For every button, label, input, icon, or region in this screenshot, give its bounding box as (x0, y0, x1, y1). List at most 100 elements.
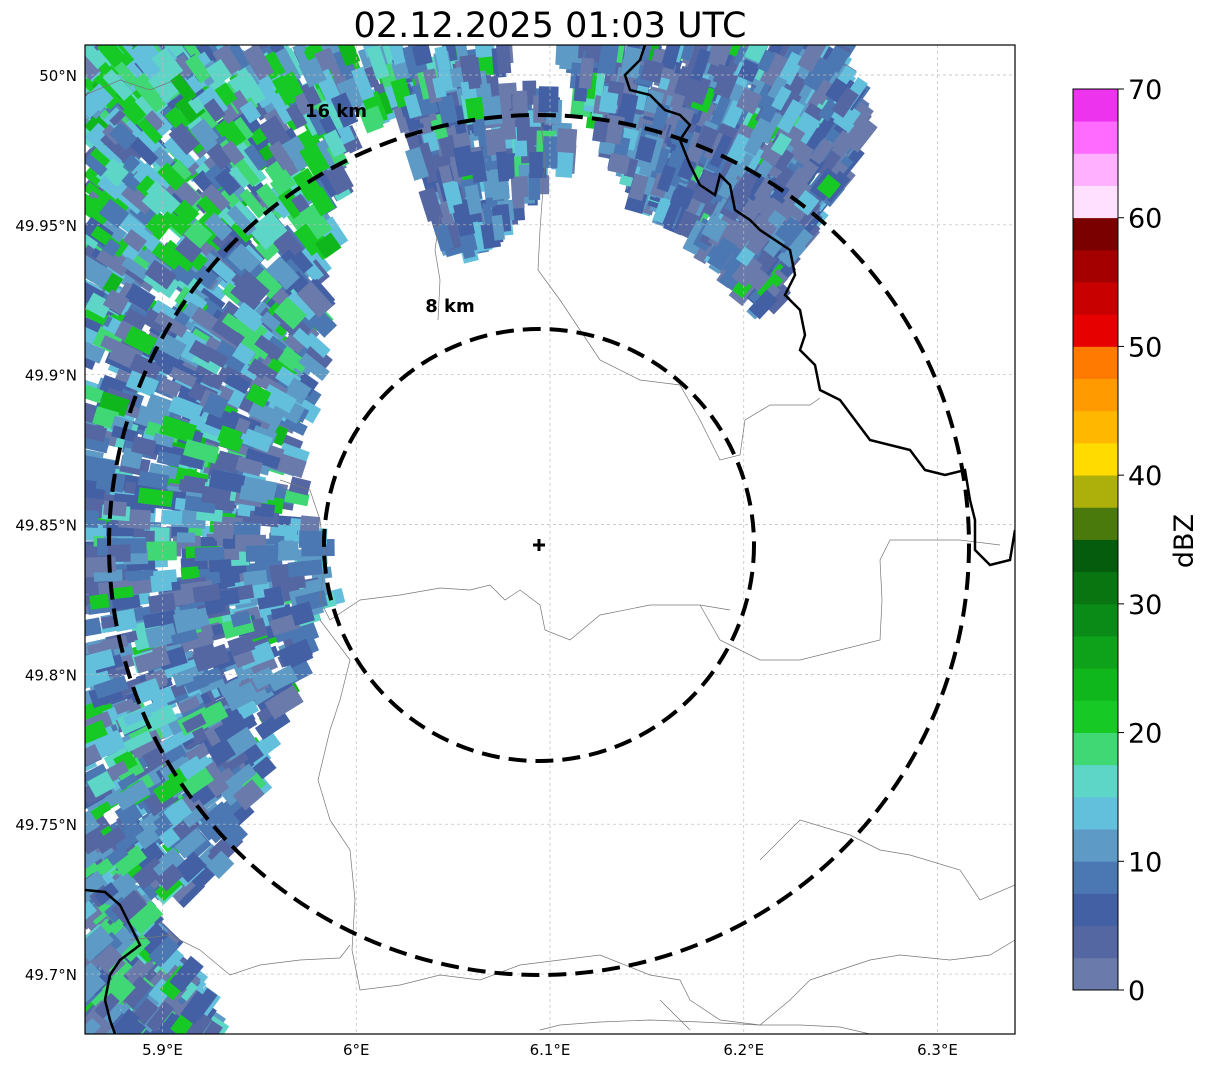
colorbar-swatch (1073, 861, 1118, 894)
echo-bin (743, 121, 771, 157)
echo-bin (147, 68, 181, 103)
echo-bin (176, 532, 196, 543)
echo-bin (313, 138, 341, 172)
echo-bin (813, 148, 841, 178)
radar-site-marker (533, 539, 545, 551)
echo-bin (212, 340, 250, 374)
echo-bin (144, 259, 177, 290)
echo-bin (357, 47, 375, 69)
echo-bin (239, 100, 262, 124)
echo-bin (468, 150, 488, 184)
echo-bin (131, 435, 157, 457)
echo-bin (481, 96, 503, 126)
echo-bin (233, 269, 270, 305)
echo-bin (248, 400, 285, 429)
echo-bin (85, 95, 99, 119)
echo-bin (733, 45, 751, 68)
echo-bin (242, 45, 275, 81)
echo-bin (135, 115, 163, 144)
lon-tick-label: 6.1°E (530, 1041, 571, 1059)
echo-bin (597, 45, 620, 76)
echo-bin (183, 219, 213, 249)
echo-bin (266, 256, 300, 291)
echo-bin (769, 146, 795, 173)
lat-tick-label: 50°N (39, 67, 77, 85)
colorbar-tick-label: 40 (1128, 461, 1162, 492)
echo-bin (495, 151, 510, 182)
echo-bin (153, 331, 187, 360)
echo-bin (152, 432, 175, 448)
echo-bin (85, 743, 102, 770)
echo-bin (100, 158, 129, 187)
colorbar-swatch (1073, 957, 1118, 991)
echo-bin (129, 353, 157, 378)
echo-bin (731, 254, 763, 288)
echo-bin (177, 695, 201, 715)
colorbar-swatch (1073, 925, 1118, 959)
echo-bin (287, 559, 323, 578)
echo-bin (214, 168, 241, 197)
echo-bin (89, 931, 123, 965)
echo-bin (192, 364, 219, 388)
echo-bin (235, 456, 263, 477)
echo-bin (767, 75, 788, 101)
echo-bin (85, 809, 100, 837)
echo-bin (90, 225, 113, 246)
echo-bin (775, 166, 795, 188)
echo-bin (135, 825, 160, 850)
echo-bin (405, 146, 430, 181)
echo-bin (710, 95, 731, 125)
echo-bin (85, 502, 108, 519)
echo-bin (266, 664, 298, 692)
echo-bin (144, 704, 178, 732)
echo-bin (286, 289, 318, 321)
colorbar-swatch (1073, 829, 1118, 862)
echo-bin (707, 237, 738, 272)
echo-bin (169, 955, 204, 993)
echo-bin (748, 289, 778, 320)
echo-bin (434, 45, 451, 72)
echo-bin (361, 105, 385, 130)
echo-bin (726, 45, 749, 59)
echo-bin (696, 101, 716, 129)
echo-bin (85, 423, 108, 443)
echo-bin (298, 57, 327, 88)
echo-bin (85, 292, 113, 319)
echo-bin (227, 633, 256, 657)
colorbar-swatch (1073, 475, 1118, 508)
echo-bin (85, 648, 116, 673)
echo-bin (168, 395, 204, 423)
colorbar-swatch (1073, 185, 1118, 219)
colorbar-tick-label: 0 (1128, 976, 1145, 1007)
echo-bin (178, 478, 205, 494)
echo-bin (205, 59, 232, 86)
echo-bin (165, 159, 192, 187)
echo-bin (255, 211, 288, 244)
colorbar-swatch (1073, 636, 1118, 669)
echo-bin (726, 133, 753, 165)
map-frame (84, 44, 1016, 1035)
longitude-axis: 5.9°E 6°E 6.1°E 6.2°E 6.3°E (142, 1041, 958, 1059)
echo-bin (268, 140, 295, 171)
range-ring-label-8km: 8 km (425, 296, 475, 317)
echo-bin (85, 1017, 101, 1034)
lon-tick-label: 6.2°E (723, 1041, 764, 1059)
echo-bin (157, 162, 186, 191)
echo-bin (152, 774, 186, 804)
echo-bin (123, 326, 158, 356)
echo-bin (628, 173, 649, 202)
echo-bin (737, 58, 761, 83)
echo-bin (272, 75, 297, 106)
echo-bin (324, 163, 354, 196)
echo-bin (98, 198, 130, 229)
echo-bin (211, 82, 238, 109)
echo-bin (736, 87, 763, 115)
echo-bin (214, 116, 247, 150)
echo-bin (747, 267, 771, 292)
echo-bin (333, 45, 361, 67)
echo-bin (465, 96, 486, 121)
echo-bin (85, 925, 114, 962)
echo-bin (113, 779, 151, 811)
echo-bin (719, 244, 745, 274)
